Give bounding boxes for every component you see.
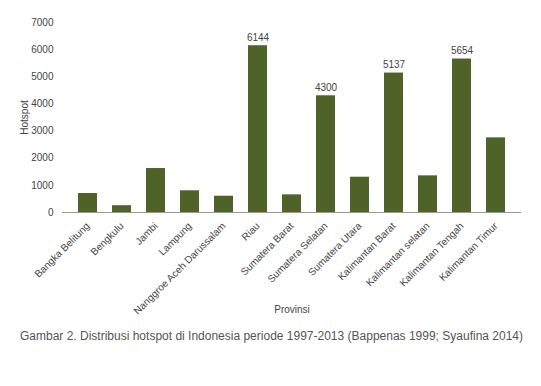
svg-text:7000: 7000 xyxy=(31,17,54,28)
svg-text:Sumatera Selatan: Sumatera Selatan xyxy=(265,220,329,284)
svg-text:3000: 3000 xyxy=(31,125,54,136)
svg-text:Kalimantan Timur: Kalimantan Timur xyxy=(437,220,500,283)
svg-text:5137: 5137 xyxy=(383,59,406,70)
svg-text:6144: 6144 xyxy=(247,32,270,43)
svg-text:5654: 5654 xyxy=(451,45,474,56)
svg-text:6000: 6000 xyxy=(31,44,54,55)
svg-text:Kalimantan Tengah: Kalimantan Tengah xyxy=(397,220,465,288)
svg-text:2000: 2000 xyxy=(31,152,54,163)
svg-text:Riau: Riau xyxy=(239,220,261,242)
svg-text:Kalimantan selatan: Kalimantan selatan xyxy=(364,220,432,288)
svg-text:Hotspot: Hotspot xyxy=(19,100,30,135)
svg-text:Sumatera Utara: Sumatera Utara xyxy=(306,220,364,278)
html-text:Gambar 2. Distribusi hotspot d: Gambar 2. Distribusi hotspot di Indonesi… xyxy=(20,329,523,343)
svg-text:Provinsi: Provinsi xyxy=(274,304,310,315)
svg-text:1000: 1000 xyxy=(31,180,54,191)
svg-text:Bangka Belitung: Bangka Belitung xyxy=(32,220,91,279)
svg-text:4000: 4000 xyxy=(31,98,54,109)
svg-text:Kalimantan Barat: Kalimantan Barat xyxy=(336,220,398,282)
svg-text:Nanggroe Aceh Darussalam: Nanggroe Aceh Darussalam xyxy=(131,220,227,316)
svg-text:Bengkulu: Bengkulu xyxy=(88,220,125,257)
svg-text:Jambi: Jambi xyxy=(133,220,160,247)
svg-text:5000: 5000 xyxy=(31,71,54,82)
svg-text:0: 0 xyxy=(48,207,54,218)
svg-text:Sumatera Barat: Sumatera Barat xyxy=(238,220,296,278)
svg-text:4300: 4300 xyxy=(315,82,338,93)
svg-text:Lampung: Lampung xyxy=(156,220,194,258)
